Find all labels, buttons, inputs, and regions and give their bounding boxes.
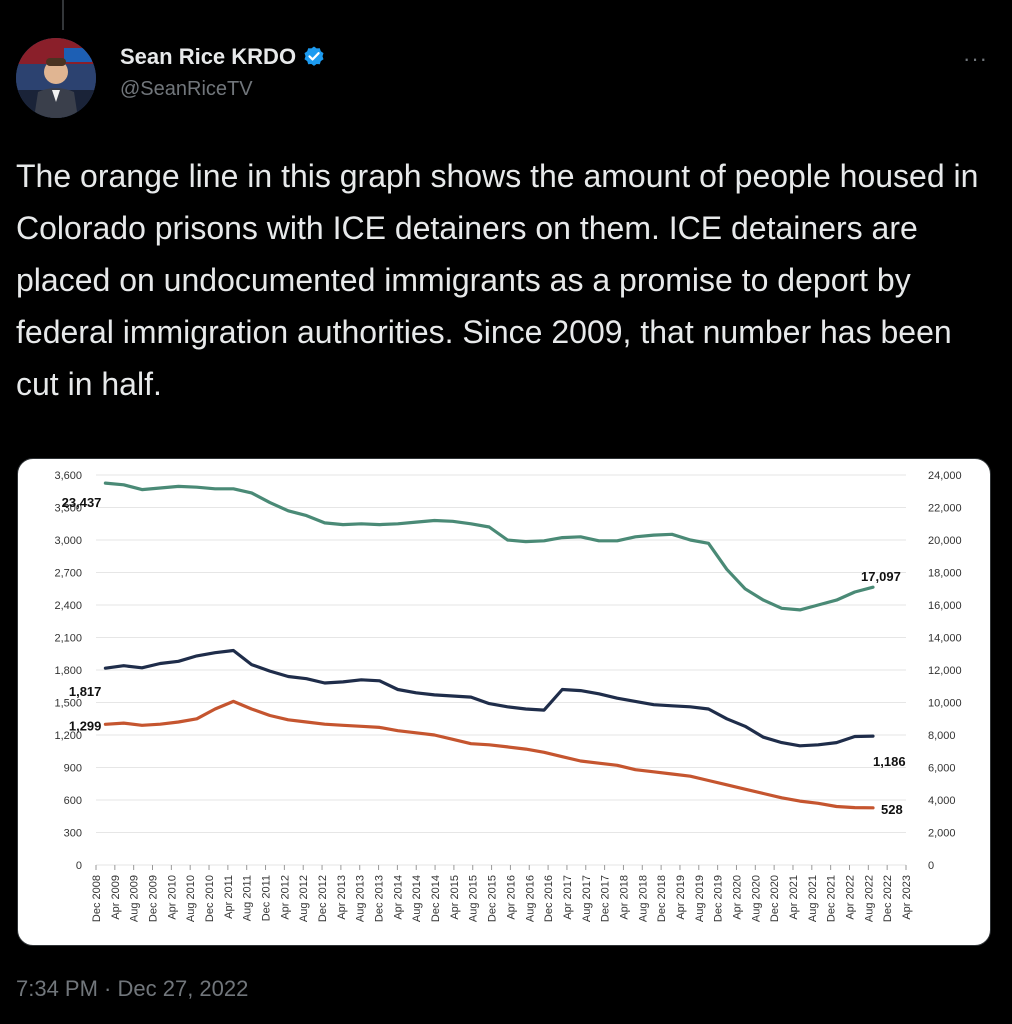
x-tick-label: Dec 2016: [543, 875, 555, 922]
tweet-text: The orange line in this graph shows the …: [16, 158, 988, 402]
series-end-label: 528: [881, 802, 903, 817]
x-tick-label: Apr 2013: [336, 875, 348, 920]
x-tick-label: Apr 2011: [223, 875, 235, 919]
x-tick-label: Apr 2014: [392, 875, 404, 920]
tweet-media-chart[interactable]: 0 300 600 900 1,200 1,500 1,800 2,100 2,400 2,700…: [17, 458, 991, 946]
x-tick-label: Aug 2021: [807, 875, 819, 922]
x-tick-label: Dec 2008: [91, 875, 103, 922]
x-tick-label: Dec 2018: [656, 875, 668, 922]
x-tick-label: Apr 2012: [279, 875, 291, 920]
y-right-tick-label: 24,000: [928, 470, 962, 482]
x-tick-label: Aug 2022: [863, 875, 875, 922]
line-chart: 0 300 600 900 1,200 1,500 1,800 2,100 2,400 2,700…: [54, 470, 962, 922]
x-tick-label: Dec 2021: [826, 875, 838, 922]
y-left-tick-label: 600: [64, 795, 82, 807]
x-tick-label: Apr 2020: [731, 875, 743, 920]
y-left-tick-label: 3,300: [54, 503, 82, 515]
x-tick-label: Apr 2016: [505, 875, 517, 920]
series-line-green: [103, 481, 875, 612]
y-right-tick-label: 10,000: [928, 698, 962, 710]
x-tick-label: Dec 2020: [769, 875, 781, 922]
handle[interactable]: @SeanRiceTV: [120, 78, 253, 100]
x-tick-label: Dec 2010: [204, 875, 216, 922]
more-dots-icon[interactable]: ···: [963, 46, 988, 71]
x-tick-label: Dec 2015: [487, 875, 499, 922]
x-tick-label: Dec 2019: [713, 875, 725, 922]
tweet-author: Sean Rice KRDO @SeanRiceTV: [120, 44, 326, 101]
y-right-tick-label: 18,000: [928, 568, 962, 580]
x-tick-label: Aug 2020: [750, 875, 762, 922]
x-tick-label: Aug 2010: [185, 875, 197, 922]
y-right-tick-label: 16,000: [928, 600, 962, 612]
y-left-tick-label: 900: [64, 763, 82, 775]
y-right-tick-label: 14,000: [928, 633, 962, 645]
x-tick-label: Apr 2017: [562, 875, 574, 920]
y-right-tick-label: 22,000: [928, 503, 962, 515]
x-tick-label: Apr 2023: [901, 875, 913, 920]
y-right-tick-label: 12,000: [928, 665, 962, 677]
y-left-tick-label: 1,800: [54, 665, 82, 677]
x-tick-label: Dec 2017: [600, 875, 612, 922]
series-line-navy: [103, 648, 875, 748]
x-tick-label: Aug 2014: [411, 875, 423, 922]
thread-connector-line: [62, 0, 64, 30]
y-right-tick-label: 20,000: [928, 535, 962, 547]
x-tick-label: Aug 2012: [298, 875, 310, 922]
x-tick-label: Aug 2018: [637, 875, 649, 922]
x-tick-label: Apr 2010: [166, 875, 178, 920]
x-tick-label: Dec 2022: [882, 875, 894, 922]
tweet-timestamp[interactable]: 7:34 PM · Dec 27, 2022: [16, 976, 249, 1001]
x-tick-label: Apr 2021: [788, 875, 800, 920]
series-start-label: 23,437: [62, 495, 102, 510]
x-tick-label: Apr 2018: [618, 875, 630, 920]
verified-badge-icon: [304, 46, 324, 66]
y-left-tick-label: 2,700: [54, 568, 82, 580]
series-start-label: 1,817: [69, 684, 102, 699]
x-tick-label: Aug 2017: [581, 875, 593, 922]
y-right-tick-label: 2,000: [928, 828, 956, 840]
series-start-label: 1,299: [69, 718, 102, 733]
x-tick-label: Dec 2011: [261, 875, 273, 921]
series-line-orange: [103, 699, 875, 810]
y-right-tick-label: 0: [928, 860, 934, 872]
x-tick-label: Aug 2016: [524, 875, 536, 922]
x-tick-label: Dec 2014: [430, 875, 442, 922]
display-name[interactable]: Sean Rice KRDO: [120, 44, 297, 69]
y-left-tick-label: 3,000: [54, 535, 82, 547]
avatar[interactable]: [16, 38, 96, 118]
x-tick-label: Apr 2009: [110, 875, 122, 920]
series-end-label: 17,097: [861, 569, 901, 584]
y-left-tick-label: 1,500: [54, 698, 82, 710]
y-right-tick-label: 4,000: [928, 795, 956, 807]
x-tick-label: Aug 2011: [242, 875, 254, 921]
y-left-tick-label: 0: [76, 860, 82, 872]
y-left-tick-label: 300: [64, 828, 82, 840]
x-tick-label: Aug 2009: [129, 875, 141, 922]
y-right-tick-label: 6,000: [928, 763, 956, 775]
y-left-tick-label: 1,200: [54, 730, 82, 742]
x-tick-label: Aug 2019: [694, 875, 706, 922]
x-tick-label: Apr 2015: [449, 875, 461, 920]
x-tick-label: Aug 2015: [468, 875, 480, 922]
x-tick-label: Apr 2019: [675, 875, 687, 920]
avatar-image: [16, 38, 96, 118]
y-left-tick-label: 3,600: [54, 470, 82, 482]
x-tick-label: Dec 2012: [317, 875, 329, 922]
x-tick-label: Apr 2022: [844, 875, 856, 920]
y-left-tick-label: 2,100: [54, 633, 82, 645]
x-tick-label: Aug 2013: [355, 875, 367, 922]
y-right-tick-label: 8,000: [928, 730, 956, 742]
x-tick-label: Dec 2009: [148, 875, 160, 922]
y-left-tick-label: 2,400: [54, 600, 82, 612]
series-end-label: 1,186: [873, 754, 906, 769]
x-tick-label: Dec 2013: [374, 875, 386, 922]
